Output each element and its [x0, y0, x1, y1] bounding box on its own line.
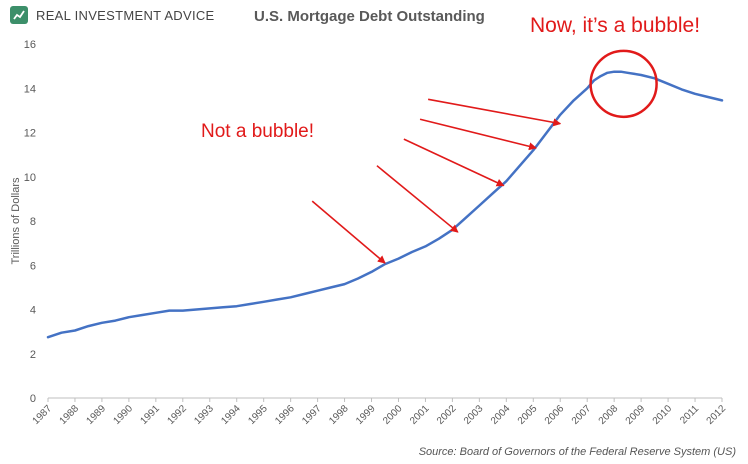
y-tick-label: 4: [30, 305, 36, 317]
x-tick-label: 2003: [462, 403, 486, 427]
annotation-arrow: [403, 138, 505, 187]
y-tick-label: 14: [24, 83, 36, 95]
y-tick-label: 0: [30, 393, 36, 405]
x-tick-label: 1987: [31, 403, 55, 427]
annotation-arrow: [376, 165, 459, 233]
y-tick-label: 10: [24, 172, 36, 184]
source-note: Source: Board of Governors of the Federa…: [418, 446, 736, 458]
x-tick-label: 2011: [678, 403, 701, 426]
x-tick-label: 1999: [354, 403, 378, 427]
x-tick-label: 2009: [624, 403, 648, 427]
annotation-arrow: [311, 200, 386, 264]
annotation-arrow: [419, 118, 537, 151]
annotation-now-bubble: Now, it’s a bubble!: [530, 14, 701, 37]
y-tick-label: 12: [24, 128, 36, 140]
series-line: [46, 70, 724, 339]
x-tick-label: 2004: [489, 403, 513, 427]
x-tick-label: 2002: [435, 403, 459, 427]
x-tick-label: 2005: [516, 403, 540, 427]
x-tick-label: 1992: [165, 403, 189, 427]
brand-logo: REAL INVESTMENT ADVICE: [10, 6, 215, 24]
bubble-circle: [589, 49, 658, 119]
y-tick-label: 6: [30, 260, 36, 272]
x-tick-label: 1994: [219, 403, 243, 427]
shield-chart-icon: [10, 6, 28, 24]
y-tick-label: 16: [24, 39, 36, 51]
x-tick-label: 2006: [543, 403, 567, 427]
x-tick-label: 2000: [381, 403, 405, 427]
x-tick-label: 1997: [300, 403, 324, 427]
chart-title: U.S. Mortgage Debt Outstanding: [254, 8, 485, 25]
x-tick-label: 1998: [327, 403, 351, 427]
x-tick-label: 2007: [570, 403, 594, 427]
x-tick-label: 1996: [273, 403, 297, 427]
x-tick-label: 2010: [651, 403, 675, 427]
annotation-not-bubble: Not a bubble!: [201, 121, 315, 142]
x-tick-label: 1989: [85, 403, 109, 427]
annotation-arrow: [427, 98, 562, 127]
x-tick-label: 1988: [58, 403, 82, 427]
brand-name: REAL INVESTMENT ADVICE: [36, 7, 215, 23]
y-tick-label: 2: [30, 349, 36, 361]
x-tick-label: 2001: [408, 403, 432, 427]
y-axis-label: Trillions of Dollars: [10, 177, 22, 265]
x-tick-label: 1995: [246, 403, 270, 427]
x-tick-label: 1993: [192, 403, 216, 427]
x-tick-label: 1991: [138, 403, 162, 427]
y-tick-label: 8: [30, 216, 36, 228]
x-tick-label: 1990: [111, 403, 135, 427]
x-tick-label: 2008: [597, 403, 621, 427]
x-tick-label: 2012: [705, 403, 729, 427]
